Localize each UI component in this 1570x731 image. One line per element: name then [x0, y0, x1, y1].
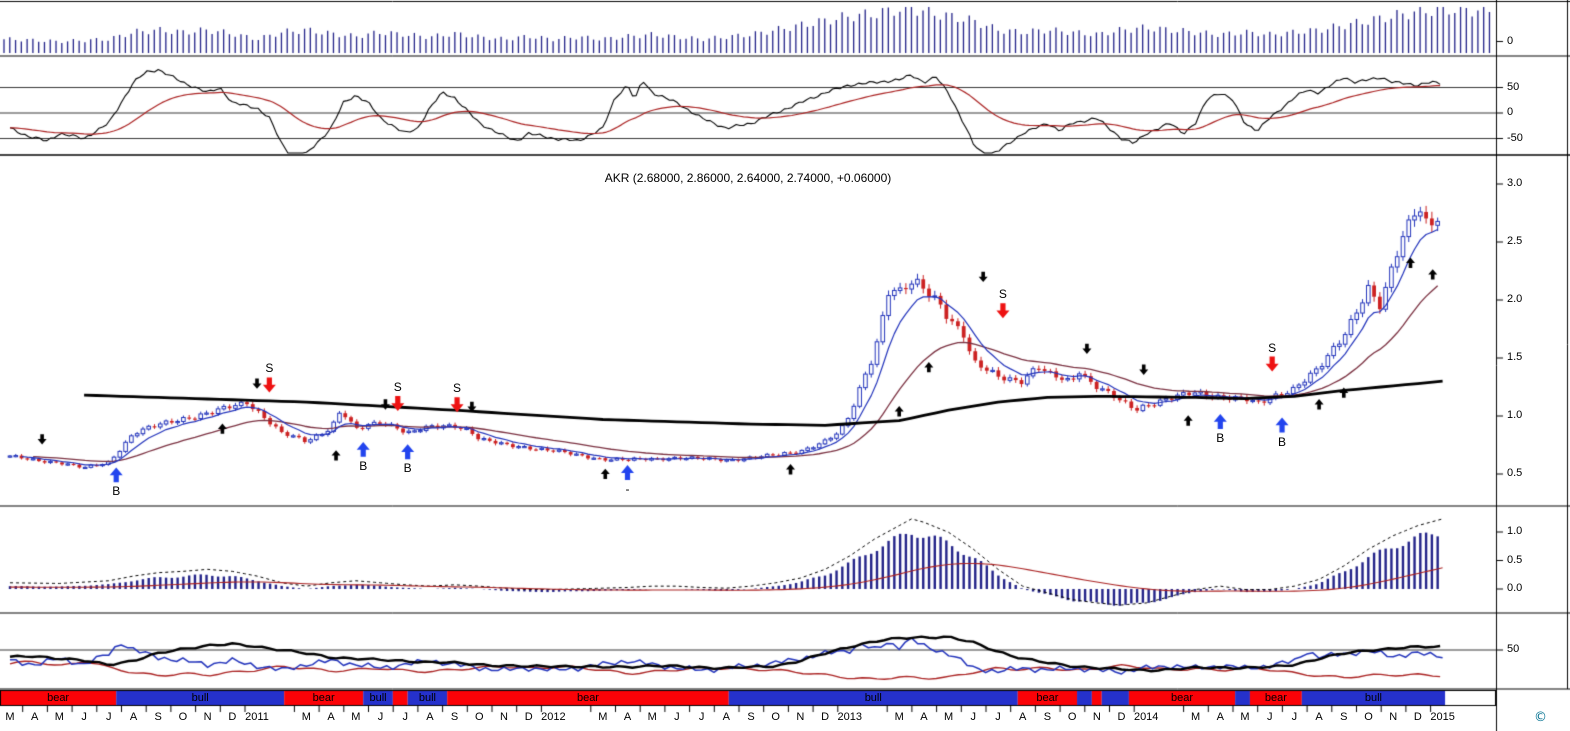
copyright-icon: ©	[1534, 710, 1547, 725]
panel-oscillator	[0, 57, 1496, 154]
panel-price	[0, 157, 1496, 505]
chart-title: AKR (2.68000, 2.86000, 2.64000, 2.74000,…	[604, 171, 892, 185]
regime-bar	[0, 690, 1496, 706]
panel-breadth-histogram	[0, 2, 1496, 55]
panel-macd	[0, 507, 1496, 612]
panel-adx	[0, 614, 1496, 688]
x-axis	[0, 706, 1496, 731]
